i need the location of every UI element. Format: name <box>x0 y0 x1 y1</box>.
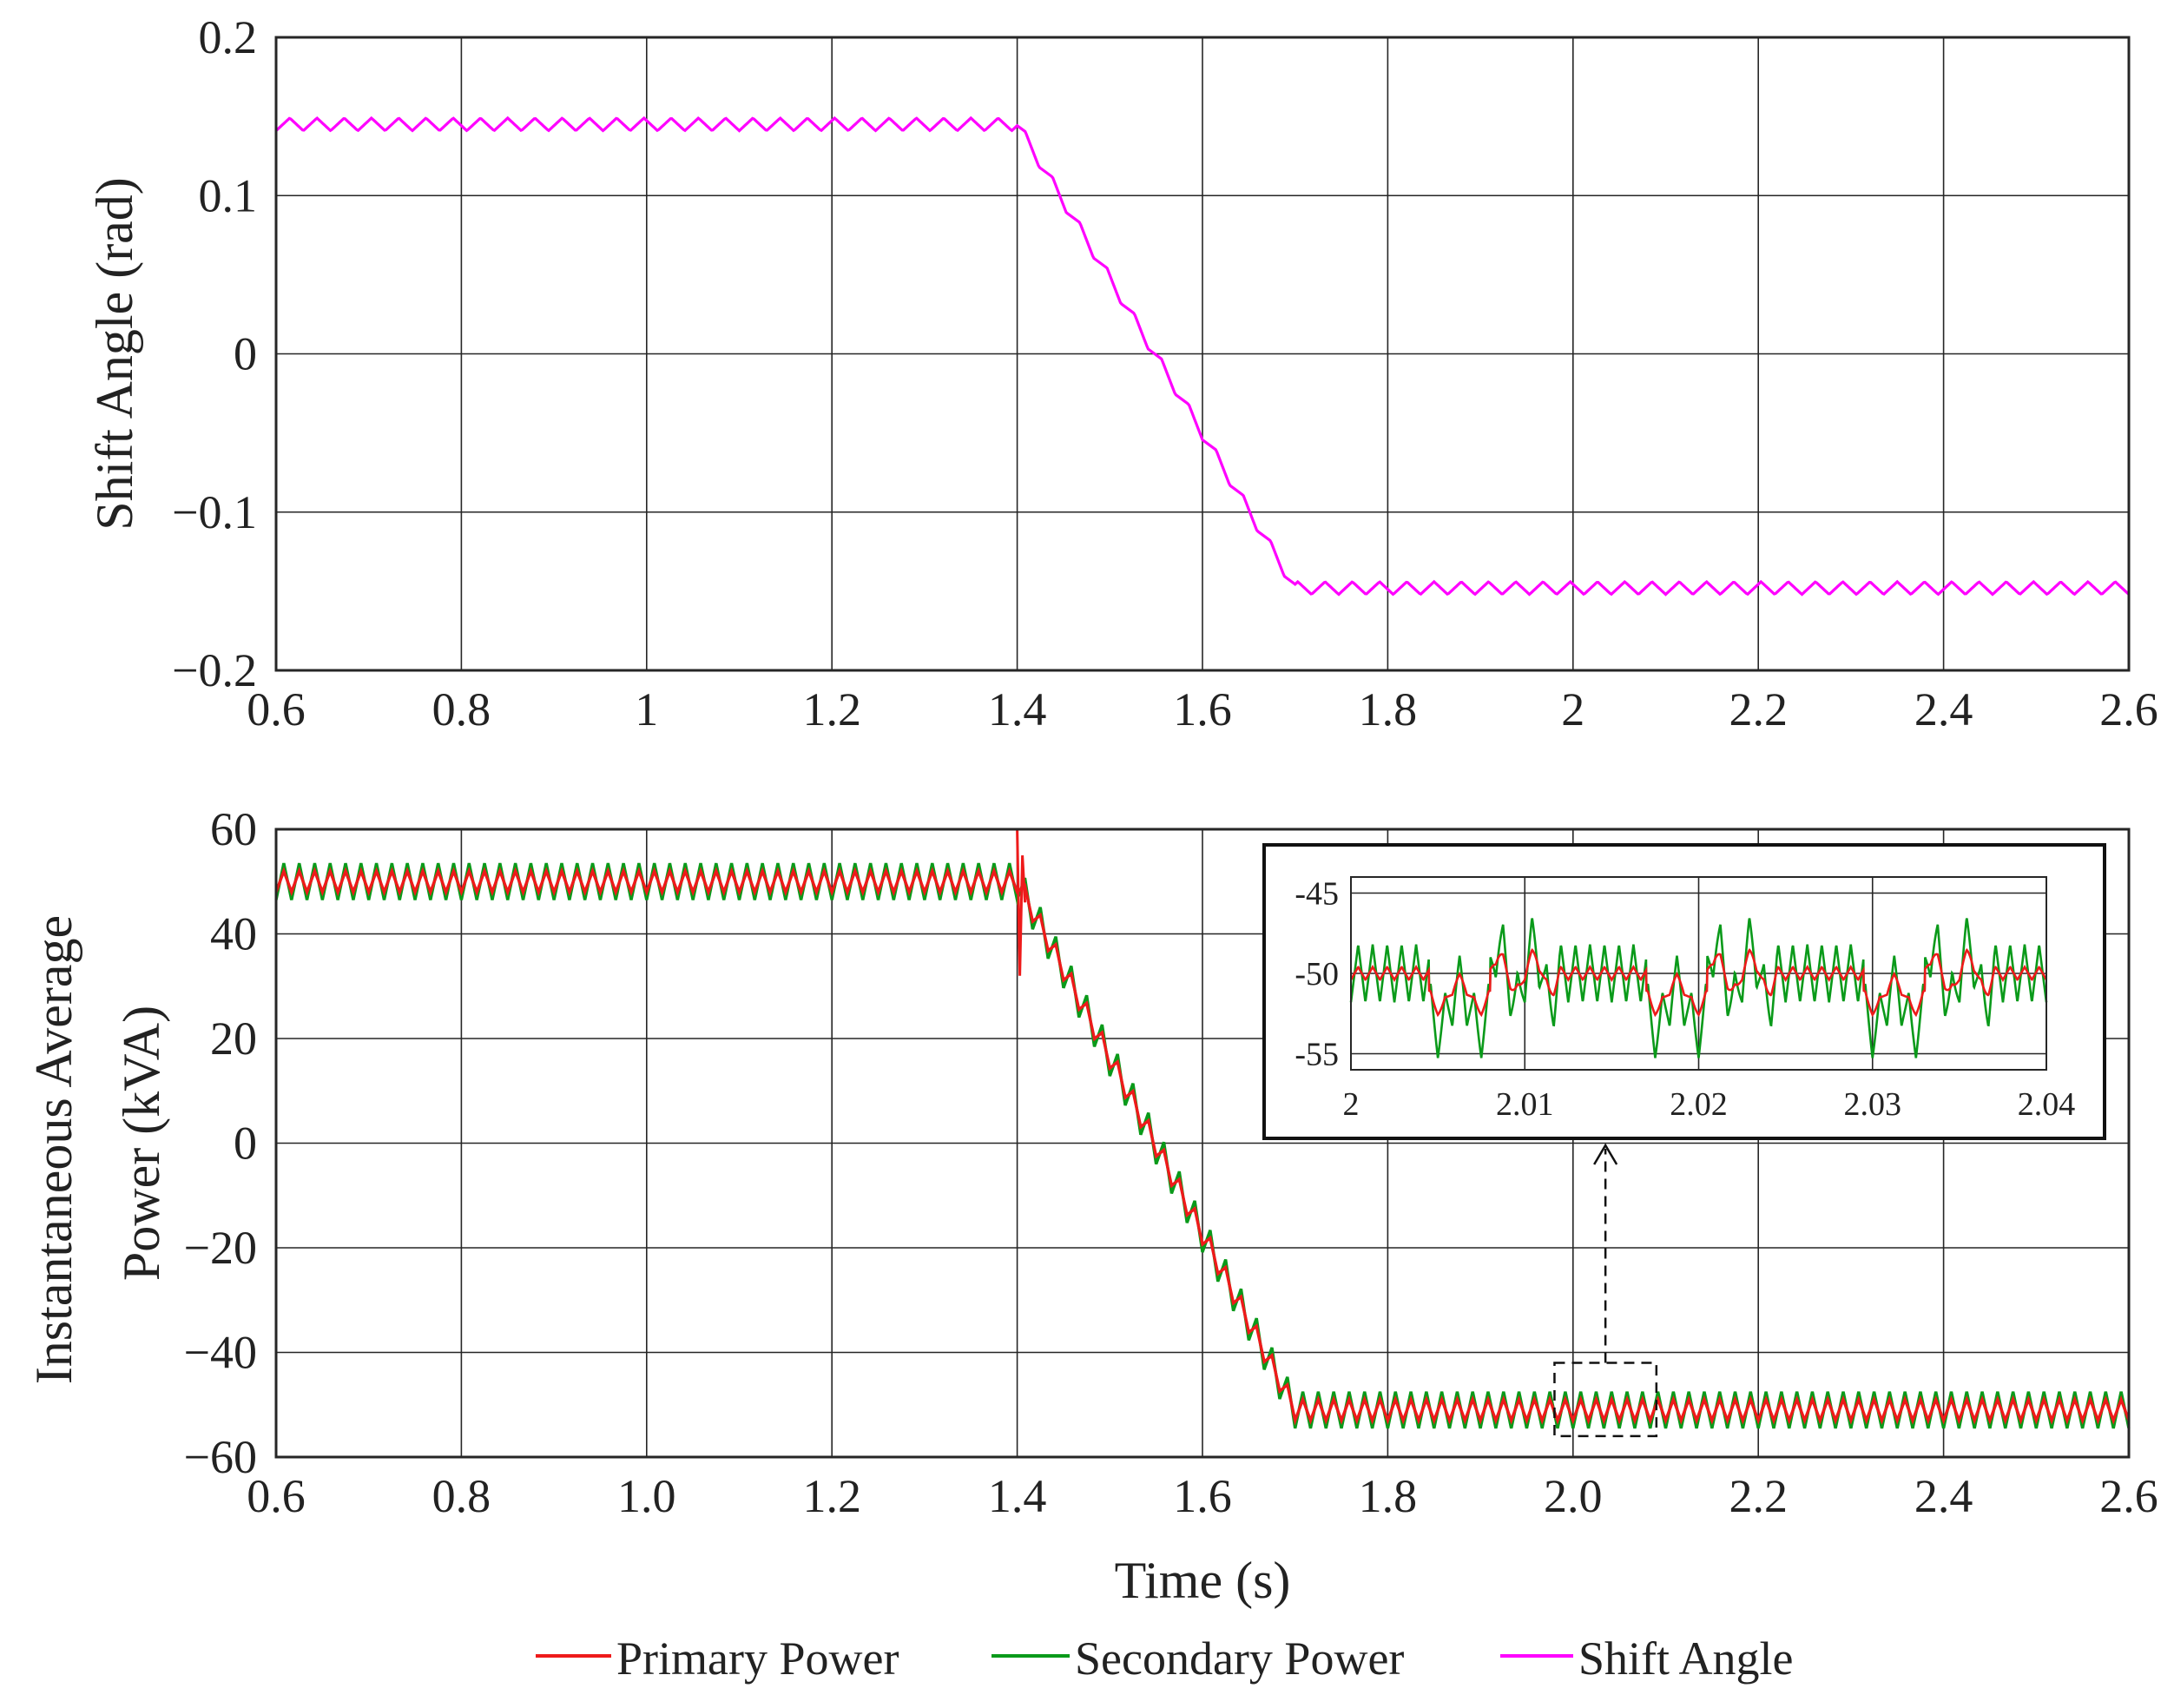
inset-x-tick-label: 2.01 <box>1496 1086 1554 1123</box>
top-y-tick-label: 0.1 <box>199 169 258 221</box>
top-x-tick-label: 1.8 <box>1359 683 1418 735</box>
bot-y-tick-label: 40 <box>210 908 257 960</box>
bot-x-tick-label: 2.6 <box>2099 1470 2158 1522</box>
primary-power-spike <box>1016 828 1027 976</box>
inset-x-tick-label: 2 <box>1343 1086 1360 1123</box>
zoom-inset-series <box>1349 918 2048 1058</box>
top-x-tick-label: 2.6 <box>2099 683 2158 735</box>
zoom-region-box <box>1553 1362 1658 1438</box>
inset-y-tick-label: -55 <box>1295 1037 1339 1073</box>
top-x-tick-label: 2.2 <box>1729 683 1788 735</box>
shift-angle-chart: 0.6 0.8 1 1.2 1.4 1.6 1.8 2 2.2 2.4 2.6 −0.2 −0.1 0 0… <box>86 11 2158 735</box>
zoom-inset: 2 2.01 2.02 2.03 2.04 -45 -50 -55 <box>1262 843 2106 1140</box>
power-y-axis-label-line-2: Power (kVA) <box>113 1006 170 1281</box>
inset-x-tick-label: 2.02 <box>1670 1086 1728 1123</box>
zoom-inset-x-ticks: 2 2.01 2.02 2.03 2.04 <box>1343 1086 2076 1123</box>
top-x-tick-label: 1.4 <box>988 683 1047 735</box>
legend-label-primary-power: Primary Power <box>616 1632 899 1685</box>
bot-x-tick-label: 2.0 <box>1544 1470 1603 1522</box>
top-x-tick-label: 1.6 <box>1173 683 1232 735</box>
inset-y-tick-label: -50 <box>1295 956 1339 992</box>
power-y-axis-label-line-1: Instantaneous Average <box>25 915 82 1384</box>
power-series <box>274 828 2131 1429</box>
shift-angle-series <box>274 115 2131 597</box>
top-x-tick-label: 1 <box>635 683 658 735</box>
bot-x-tick-label: 1.6 <box>1173 1470 1232 1522</box>
power-x-axis-label: Time (s) <box>1115 1552 1291 1609</box>
bot-y-tick-label: 0 <box>234 1118 257 1170</box>
bot-y-tick-label: 60 <box>210 803 257 855</box>
legend: Primary Power Secondary Power Shift Angl… <box>536 1632 1794 1685</box>
secondary-power-line <box>274 862 2131 1429</box>
shift-angle-gridlines <box>275 36 2130 671</box>
shift-angle-y-axis-label: Shift Angle (rad) <box>86 177 143 531</box>
top-y-tick-label: 0 <box>234 328 257 380</box>
shift-angle-plot-frame <box>274 36 2131 672</box>
power-chart: 0.6 0.8 1.0 1.2 1.4 1.6 1.8 2.0 2.2 2.4 2.6 −60 −40… <box>25 803 2158 1609</box>
legend-label-secondary-power: Secondary Power <box>1075 1632 1404 1685</box>
zoom-arrowhead <box>1593 1143 1618 1165</box>
zoom-inset-plot-frame <box>1350 876 2047 1071</box>
top-y-tick-label: −0.1 <box>172 486 257 538</box>
top-x-tick-label: 2 <box>1561 683 1584 735</box>
top-y-tick-label: 0.2 <box>199 11 258 63</box>
bot-x-tick-label: 2.4 <box>1914 1470 1973 1522</box>
top-x-tick-label: 0.8 <box>432 683 491 735</box>
power-plot-frame <box>274 828 2131 1459</box>
top-y-tick-label: −0.2 <box>172 644 257 696</box>
shift-angle-y-ticks: −0.2 −0.1 0 0.1 0.2 <box>172 11 257 696</box>
bot-x-tick-label: 1.8 <box>1359 1470 1418 1522</box>
bot-y-tick-label: 20 <box>210 1012 257 1065</box>
bot-x-tick-label: 0.6 <box>247 1470 306 1522</box>
legend-label-shift-angle: Shift Angle <box>1578 1632 1794 1685</box>
zoom-inset-y-ticks: -45 -50 -55 <box>1295 876 1339 1073</box>
inset-y-tick-label: -45 <box>1295 876 1339 913</box>
bot-x-tick-label: 2.2 <box>1729 1470 1788 1522</box>
bot-y-tick-label: −40 <box>184 1327 257 1379</box>
bot-x-tick-label: 0.8 <box>432 1470 491 1522</box>
inset-primary-power-line <box>1349 947 2048 1018</box>
top-x-tick-label: 0.6 <box>247 683 306 735</box>
bot-y-tick-label: −20 <box>184 1222 257 1274</box>
power-y-ticks: −60 −40 −20 0 20 40 60 <box>184 803 257 1483</box>
bot-x-tick-label: 1.4 <box>988 1470 1047 1522</box>
inset-x-tick-label: 2.04 <box>2018 1086 2076 1123</box>
power-y-axis-label: Instantaneous Average Power (kVA) <box>25 902 170 1384</box>
bot-x-tick-label: 1.0 <box>617 1470 676 1522</box>
shift-angle-line <box>274 115 2131 597</box>
bot-y-tick-label: −60 <box>184 1431 257 1483</box>
inset-x-tick-label: 2.03 <box>1844 1086 1902 1123</box>
top-x-tick-label: 1.2 <box>802 683 861 735</box>
bot-x-tick-label: 1.2 <box>802 1470 861 1522</box>
top-x-tick-label: 2.4 <box>1914 683 1973 735</box>
power-x-ticks: 0.6 0.8 1.0 1.2 1.4 1.6 1.8 2.0 2.2 2.4 2.6 <box>247 1470 2158 1522</box>
shift-angle-x-ticks: 0.6 0.8 1 1.2 1.4 1.6 1.8 2 2.2 2.4 2.6 <box>247 683 2158 735</box>
inset-secondary-power-line <box>1349 918 2048 1058</box>
primary-power-line <box>274 867 2131 1426</box>
